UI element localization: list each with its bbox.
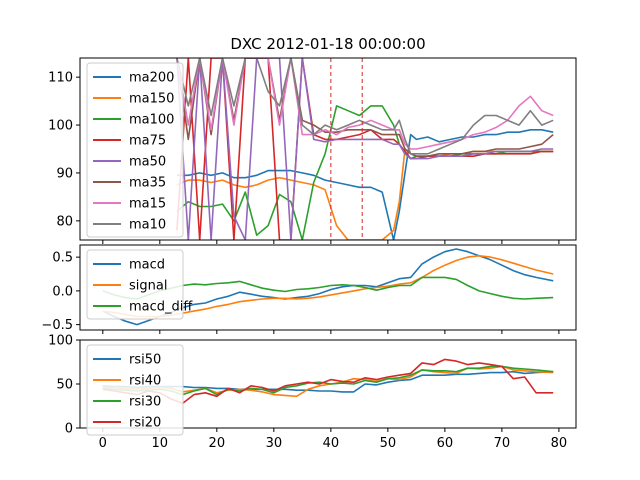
legend-label-macd: macd <box>129 258 165 273</box>
x-tick-label: 10 <box>152 436 169 451</box>
y-tick-label: 90 <box>56 166 73 181</box>
legend-label-rsi20: rsi20 <box>129 416 161 431</box>
y-tick-label: 50 <box>56 378 73 393</box>
legend-label-signal: signal <box>129 279 167 294</box>
legend-box <box>86 344 184 436</box>
x-tick-label: 80 <box>551 436 568 451</box>
axes-frame <box>79 339 577 429</box>
chart-title: DXC 2012-01-18 00:00:00 <box>230 35 425 53</box>
series-line-ma50 <box>176 58 554 240</box>
series-line-ma200 <box>176 129 554 240</box>
legend-label-rsi50: rsi50 <box>129 353 161 368</box>
legend: ma200 ma150 ma100 ma75 ma50 ma35 ma15 ma10 <box>86 62 184 238</box>
x-tick-label: 0 <box>99 436 107 451</box>
legend-label-rsi30: rsi30 <box>129 395 161 410</box>
x-tick-label: 70 <box>494 436 511 451</box>
x-tick-label: 50 <box>380 436 397 451</box>
axes-frame <box>79 57 577 241</box>
axes-frame <box>79 244 577 331</box>
y-tick-label: 110 <box>48 71 73 86</box>
series-line-ma10 <box>176 58 554 155</box>
legend-label-ma200: ma200 <box>129 71 174 86</box>
y-tick-label: 0.0 <box>52 284 73 299</box>
y-tick-label: 0.5 <box>52 251 73 266</box>
x-tick-label: 30 <box>266 436 283 451</box>
legend-label-rsi40: rsi40 <box>129 374 161 389</box>
legend: rsi50 rsi40 rsi30 rsi20 <box>86 344 184 436</box>
ma-panel: 80 90 100 110 ma200 ma150 ma100 ma75 ma50 ma35 ma1… <box>48 57 577 244</box>
x-tick-label: 40 <box>323 436 340 451</box>
legend-label-ma75: ma75 <box>129 134 166 149</box>
legend: macd signal macd_diff <box>86 249 193 320</box>
macd-panel: −0.5 0.0 0.5 macd signal macd_diff <box>41 244 577 334</box>
legend-label-ma10: ma10 <box>129 218 166 233</box>
y-tick-label: 100 <box>48 334 73 349</box>
legend-box <box>86 62 184 238</box>
legend-label-ma50: ma50 <box>129 155 166 170</box>
legend-box <box>86 249 184 320</box>
x-tick-label: 20 <box>209 436 226 451</box>
legend-label-ma15: ma15 <box>129 197 166 212</box>
legend-label-ma150: ma150 <box>129 92 174 107</box>
legend-label-ma35: ma35 <box>129 176 166 191</box>
y-tick-label: 0 <box>65 422 73 437</box>
y-tick-label: 100 <box>48 119 73 134</box>
y-tick-label: 80 <box>56 214 73 229</box>
legend-label-macd_diff: macd_diff <box>129 300 193 315</box>
x-tick-label: 60 <box>437 436 454 451</box>
series-lines <box>176 58 554 240</box>
y-tick-label: −0.5 <box>41 318 73 333</box>
legend-label-ma100: ma100 <box>129 113 174 128</box>
